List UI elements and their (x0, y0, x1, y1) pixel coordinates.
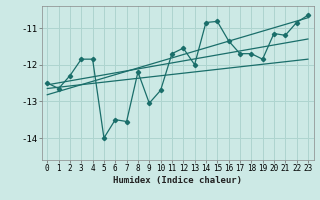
X-axis label: Humidex (Indice chaleur): Humidex (Indice chaleur) (113, 176, 242, 185)
